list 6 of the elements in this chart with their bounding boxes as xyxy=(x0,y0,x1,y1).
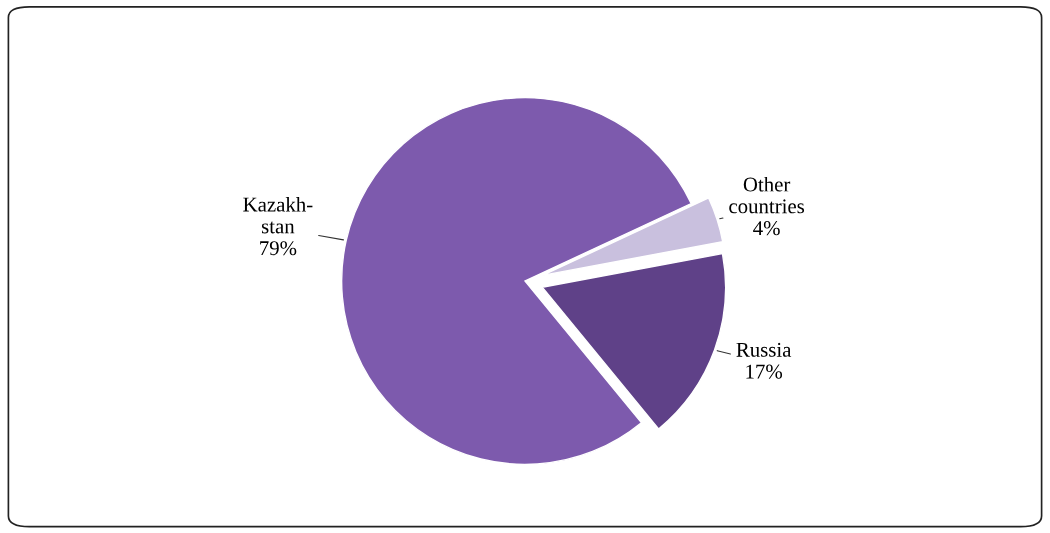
slice-label: Kazakh- stan xyxy=(243,196,313,234)
slice-label: Russia xyxy=(736,342,792,357)
data-label: 4% xyxy=(753,221,780,236)
data-label: 17% xyxy=(746,364,783,379)
data-label: 79% xyxy=(260,241,297,256)
slice-label: Other countries xyxy=(729,176,805,214)
